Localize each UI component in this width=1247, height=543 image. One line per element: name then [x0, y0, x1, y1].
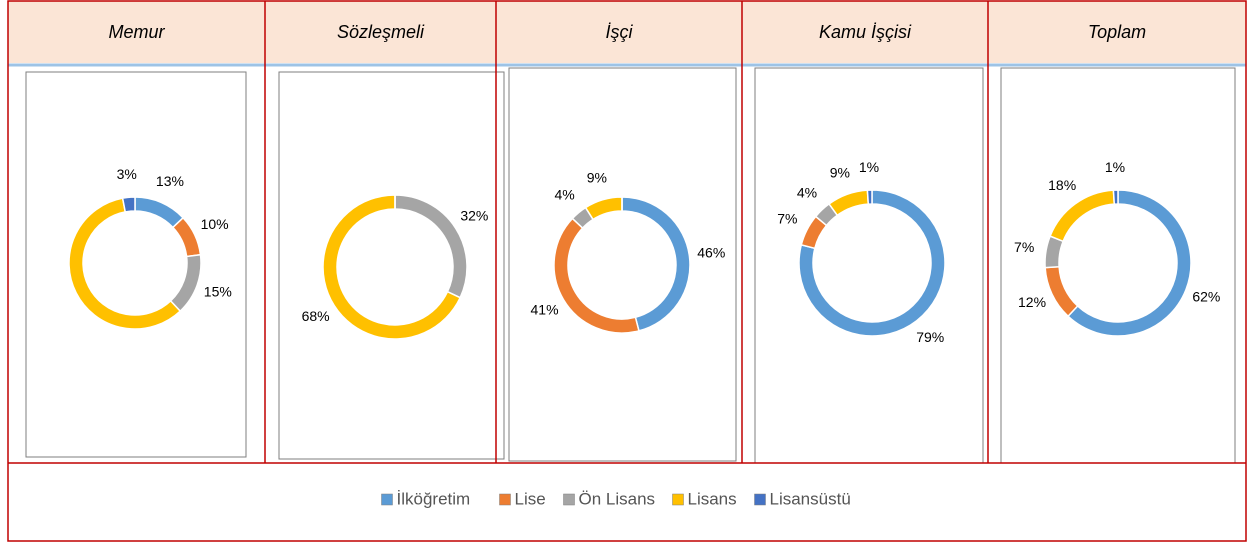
data-label: 46% [697, 244, 725, 260]
table-border [7, 0, 1247, 542]
data-label: 68% [302, 308, 330, 324]
donut-segment [1044, 265, 1079, 318]
donut-segment [1049, 189, 1116, 243]
data-label: 9% [830, 164, 850, 180]
donut-segment [1112, 189, 1119, 205]
donut-segment [584, 196, 623, 221]
column-title: Memur [108, 22, 165, 42]
donut-segment [394, 194, 468, 299]
donut-segment [866, 189, 873, 205]
donut-segment [798, 189, 946, 337]
legend-label: Lise [515, 489, 546, 508]
data-label: 9% [587, 169, 607, 185]
header-row [8, 1, 1246, 63]
data-label: 1% [1105, 159, 1125, 175]
donut-segment [828, 189, 870, 217]
column-title: Kamu İşçisi [819, 22, 912, 42]
legend-swatch [563, 493, 575, 506]
column-title: İşçi [606, 22, 634, 42]
data-label: 4% [797, 184, 817, 200]
data-label: 1% [859, 159, 879, 175]
legend-label: Lisans [688, 489, 737, 508]
legend-label: İlköğretim [397, 489, 471, 508]
data-label: 3% [117, 166, 137, 182]
donut-segment [169, 253, 202, 313]
data-label: 13% [156, 173, 184, 189]
table-borders [7, 0, 1247, 542]
column-title: Toplam [1088, 22, 1146, 42]
data-label: 41% [531, 302, 559, 318]
legend-swatch [754, 493, 766, 506]
donut-segment [553, 217, 640, 334]
data-label: 18% [1048, 177, 1076, 193]
chart-frame [508, 67, 737, 462]
data-label: 7% [1014, 239, 1034, 255]
chart-frame [1000, 67, 1236, 464]
donut-segment [121, 196, 136, 213]
data-label: 7% [777, 211, 797, 227]
legend-swatch [381, 493, 393, 506]
chart-frame [25, 71, 247, 458]
chart-frame [754, 67, 984, 464]
chart-frame [278, 71, 505, 460]
data-label: 15% [204, 284, 232, 300]
data-label: 32% [460, 207, 488, 223]
column-title: Sözleşmeli [337, 22, 425, 42]
data-label: 12% [1018, 294, 1046, 310]
donut-segment [134, 196, 185, 229]
donut-segment [171, 216, 202, 258]
legend-label: Lisansüstü [770, 489, 851, 508]
data-label: 10% [201, 216, 229, 232]
data-label: 79% [916, 329, 944, 345]
data-label: 62% [1192, 289, 1220, 305]
legend-swatch [499, 493, 511, 506]
data-label: 4% [555, 186, 575, 202]
donut-segment [621, 196, 691, 332]
legend-label: Ön Lisans [579, 489, 656, 508]
chart-frames [25, 67, 1236, 464]
legend-swatch [672, 493, 684, 506]
